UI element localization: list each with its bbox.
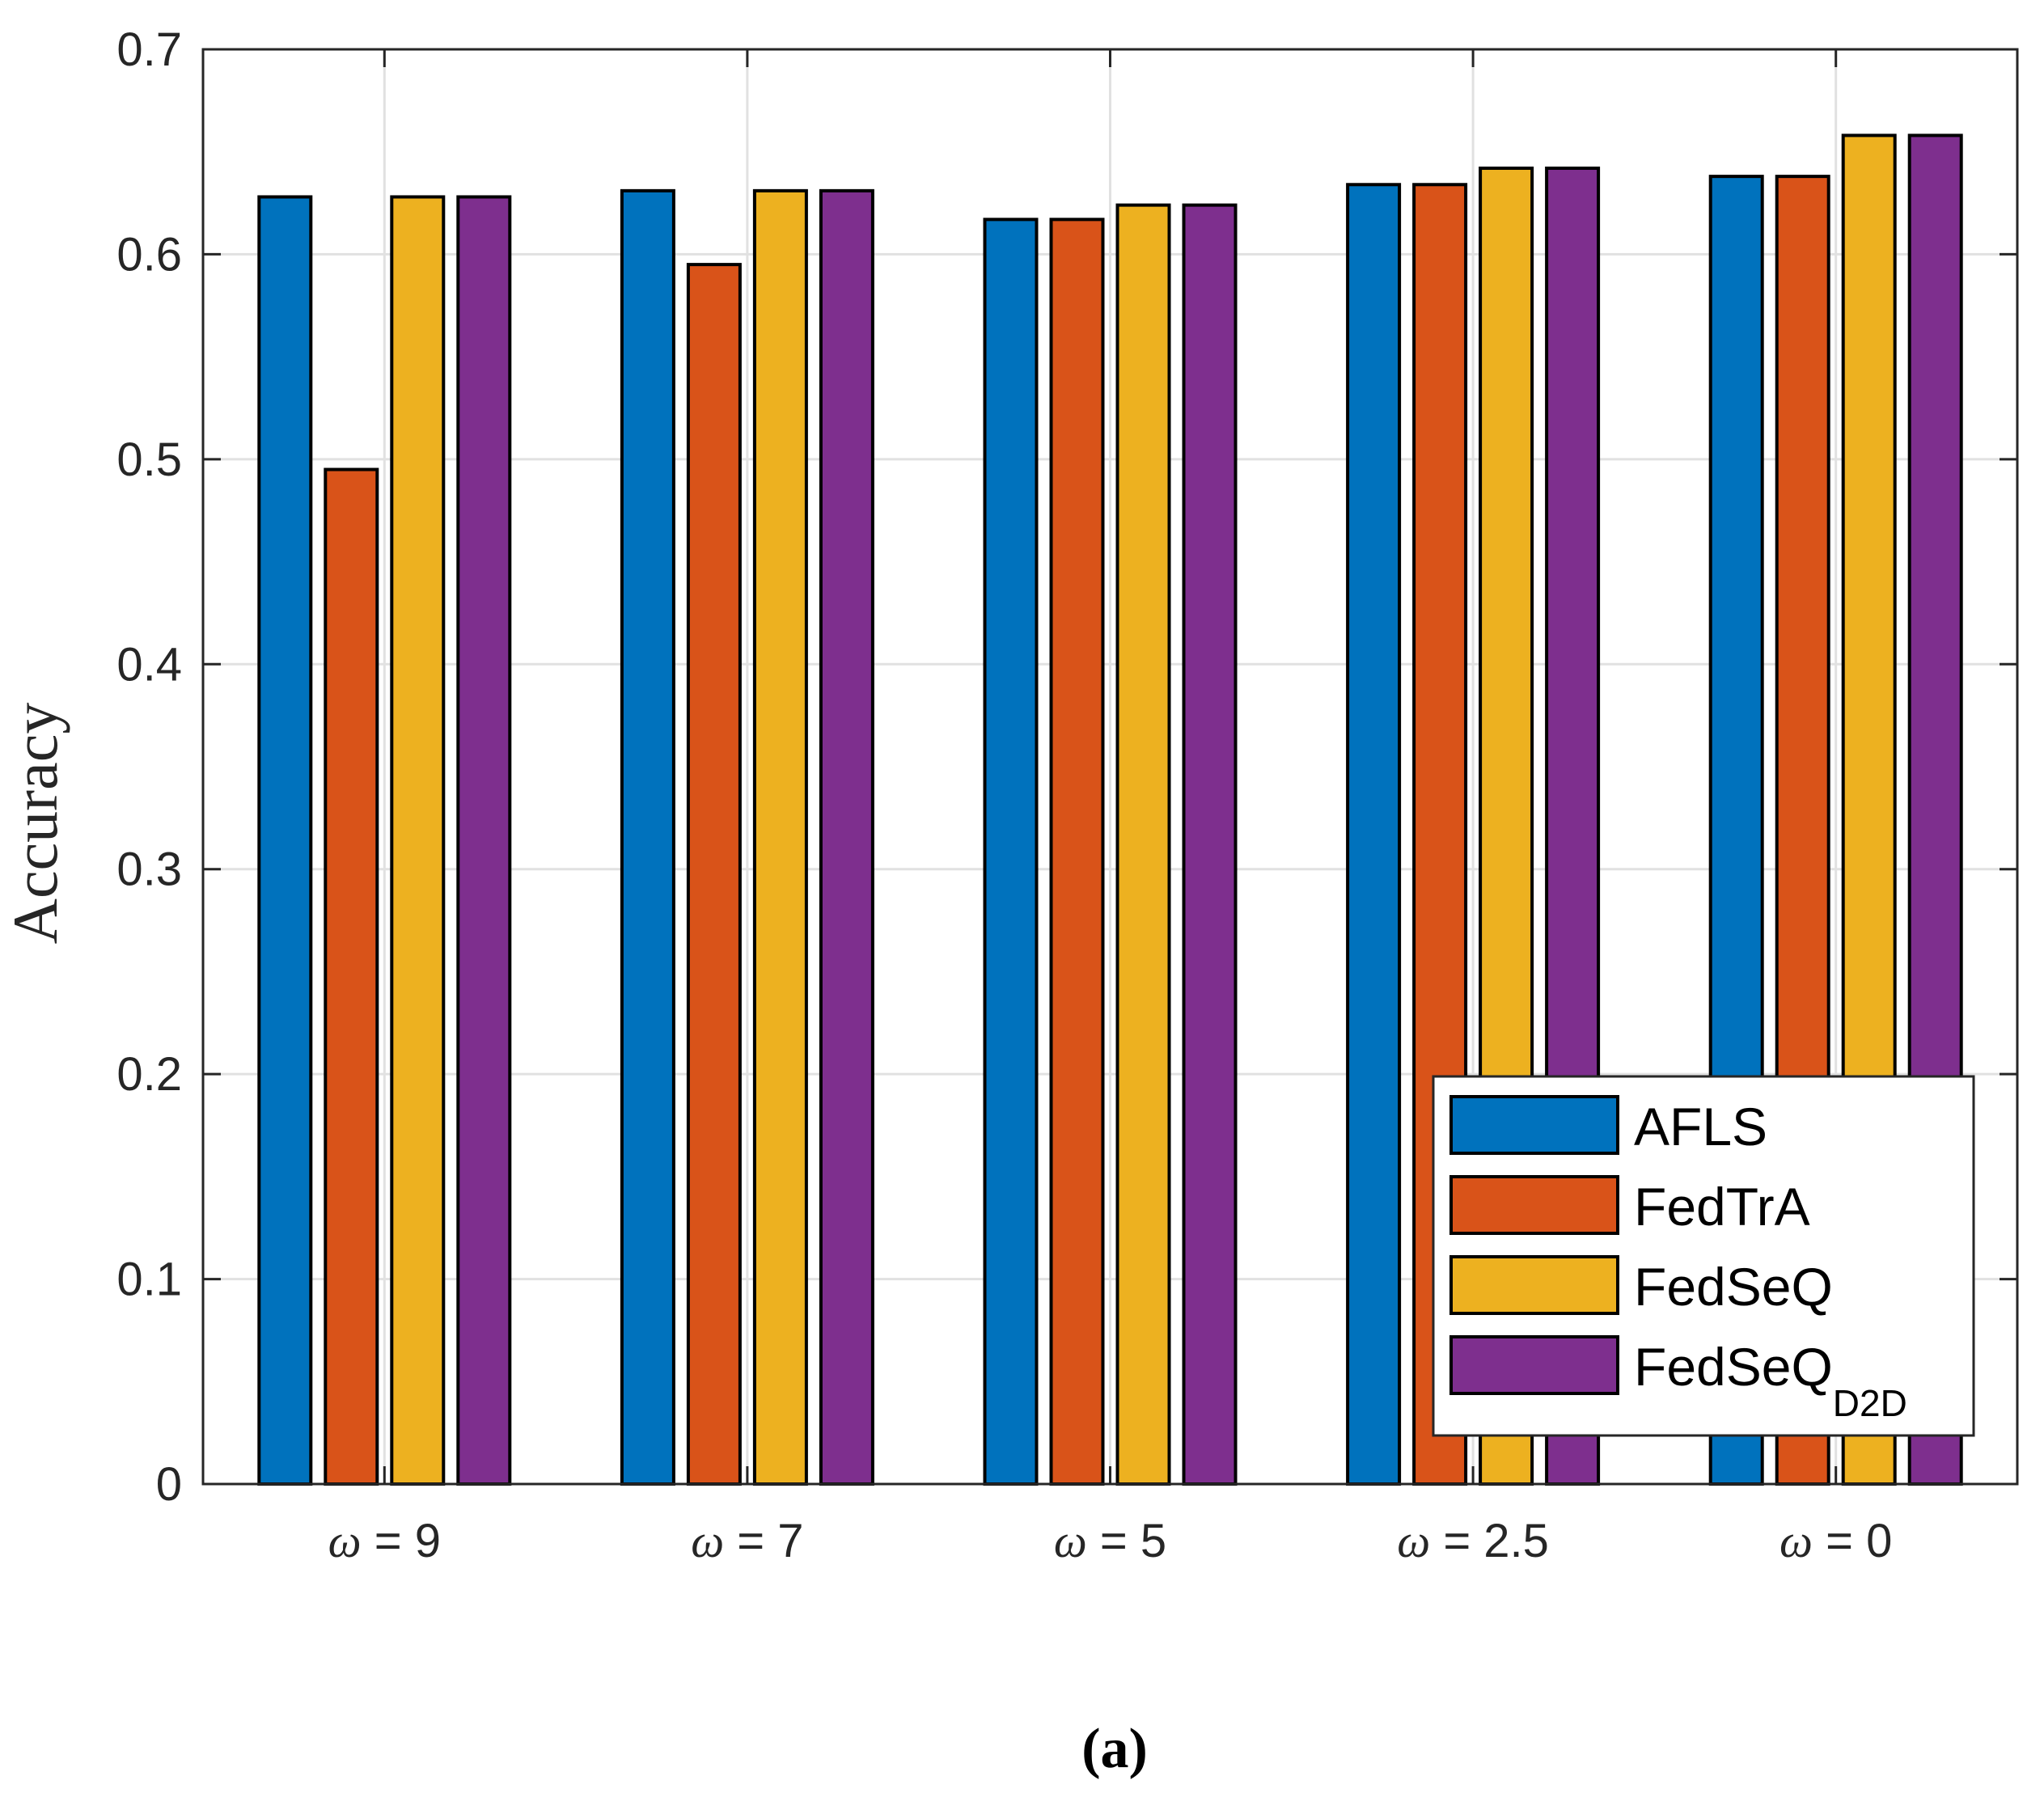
x-tick-label: ω = 2.5 bbox=[1397, 1515, 1549, 1567]
x-tick-value: = 7 bbox=[724, 1515, 803, 1567]
y-axis-label: Accuracy bbox=[0, 703, 70, 945]
legend-swatch bbox=[1449, 1255, 1619, 1315]
bar-fedseqd2d-1 bbox=[456, 195, 512, 1486]
bar-afls-1 bbox=[257, 195, 313, 1486]
y-tick-label: 0.2 bbox=[116, 1048, 182, 1101]
bar-fedtra-2 bbox=[686, 263, 742, 1486]
x-tick-value: = 2.5 bbox=[1430, 1515, 1549, 1567]
legend-label: FedSeQ bbox=[1634, 1257, 1833, 1317]
legend-label: FedSeQD2D bbox=[1634, 1337, 1907, 1424]
x-tick-label: ω = 5 bbox=[1054, 1515, 1166, 1567]
x-tick-label: ω = 9 bbox=[328, 1515, 441, 1567]
bar-fedseq-2 bbox=[752, 188, 808, 1486]
omega-symbol: ω bbox=[1054, 1515, 1087, 1567]
bar-fedseq-1 bbox=[390, 195, 446, 1486]
omega-symbol: ω bbox=[691, 1515, 724, 1567]
bar-afls-2 bbox=[620, 188, 675, 1486]
y-tick-label: 0.5 bbox=[116, 433, 182, 486]
omega-symbol: ω bbox=[1780, 1515, 1813, 1567]
y-tick-label: 0.6 bbox=[116, 228, 182, 281]
legend-label-subscript: D2D bbox=[1833, 1382, 1907, 1424]
x-tick-label: ω = 0 bbox=[1780, 1515, 1892, 1567]
legend-swatch bbox=[1449, 1095, 1619, 1155]
bar-fedtra-3 bbox=[1049, 218, 1105, 1486]
legend-swatch bbox=[1449, 1335, 1619, 1395]
y-tick-label: 0.1 bbox=[116, 1254, 182, 1306]
y-tick-label: 0.3 bbox=[116, 844, 182, 896]
omega-symbol: ω bbox=[328, 1515, 362, 1567]
axes-box bbox=[201, 48, 2019, 1486]
x-tick-value: = 0 bbox=[1813, 1515, 1892, 1567]
legend-label: AFLS bbox=[1634, 1097, 1767, 1156]
legend-swatch bbox=[1449, 1175, 1619, 1235]
bar-fedseqd2d-3 bbox=[1182, 203, 1238, 1486]
x-tick-value: = 5 bbox=[1087, 1515, 1166, 1567]
y-tick-labels: 0 0.1 0.2 0.3 0.4 0.5 0.6 0.7 bbox=[116, 23, 182, 1511]
bar-fedseq-3 bbox=[1115, 203, 1171, 1486]
y-tick-label: 0.4 bbox=[116, 638, 182, 691]
bar-afls-3 bbox=[983, 218, 1039, 1486]
legend-label-base: FedSeQ bbox=[1634, 1337, 1833, 1397]
figure-caption: (a) bbox=[1081, 1718, 1148, 1780]
bar-fedseqd2d-2 bbox=[819, 188, 874, 1486]
y-tick-label: 0.7 bbox=[116, 23, 182, 76]
x-tick-label: ω = 7 bbox=[691, 1515, 803, 1567]
y-tick-label: 0 bbox=[156, 1458, 182, 1511]
legend-label: FedTrA bbox=[1634, 1177, 1810, 1237]
x-tick-value: = 9 bbox=[362, 1515, 441, 1567]
bar-fedtra-1 bbox=[324, 467, 379, 1486]
omega-symbol: ω bbox=[1397, 1515, 1430, 1567]
bar-afls-4 bbox=[1346, 183, 1402, 1486]
axes bbox=[201, 48, 2019, 1486]
